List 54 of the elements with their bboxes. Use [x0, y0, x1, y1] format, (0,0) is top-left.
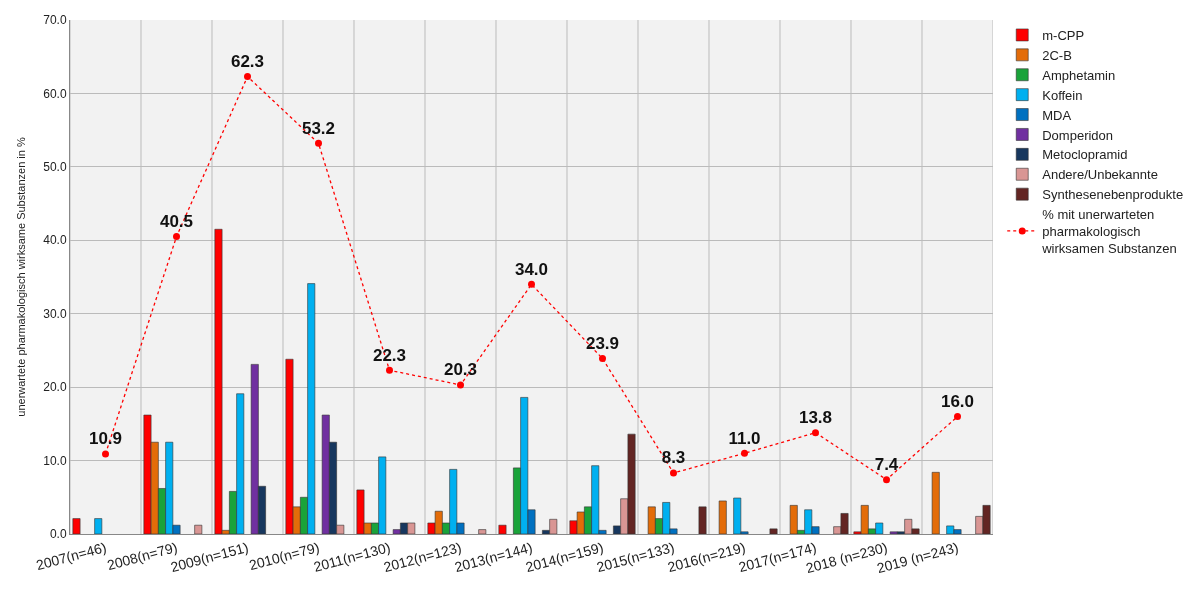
y-tick-label: 40.0 — [43, 233, 67, 248]
y-axis-title: unerwartete pharmakologisch wirksame Substanzen in % — [14, 137, 27, 417]
bar — [498, 524, 507, 534]
point — [528, 280, 535, 288]
legend-label: % mit unerwarteten pharmakologisch wirksamen Substanzen — [1041, 207, 1177, 256]
point — [670, 469, 677, 477]
legend-label: Koffein — [1042, 87, 1083, 103]
point — [599, 355, 606, 363]
legend-label: 2C-B — [1042, 47, 1072, 63]
y-tick-label: 60.0 — [43, 86, 67, 101]
point — [244, 73, 251, 81]
y-tick-label: 70.0 — [43, 13, 67, 28]
data-label: 22.3 — [372, 345, 407, 365]
data-label: 10.9 — [88, 429, 123, 449]
data-label: 40.5 — [159, 211, 194, 231]
data-label: 23.9 — [585, 333, 620, 353]
bar — [72, 518, 81, 534]
y-tick-label: 50.0 — [43, 160, 67, 175]
data-label: 34.0 — [514, 259, 549, 279]
data-label: 7.4 — [874, 455, 899, 475]
y-tick-label: 0.0 — [49, 527, 67, 542]
data-label: 53.2 — [301, 118, 336, 138]
point — [102, 450, 109, 458]
point — [457, 381, 464, 389]
point — [173, 233, 180, 241]
bar — [194, 524, 203, 534]
bar — [478, 529, 487, 534]
legend-label: Metoclopramid — [1042, 147, 1128, 163]
point — [386, 366, 393, 374]
bar — [718, 500, 727, 534]
data-label: 16.0 — [940, 391, 975, 411]
legend-label: MDA — [1042, 107, 1072, 123]
bar — [931, 472, 940, 534]
data-label: 8.3 — [661, 448, 686, 468]
point — [883, 476, 890, 484]
bar — [94, 518, 103, 534]
point — [954, 413, 961, 421]
y-tick-label: 30.0 — [43, 306, 67, 321]
legend-label: Domperidon — [1042, 127, 1114, 143]
y-tick-label: 10.0 — [43, 453, 67, 468]
bar — [698, 506, 707, 534]
legend-label: m-CPP — [1042, 28, 1085, 44]
data-label: 20.3 — [443, 360, 478, 380]
legend-label: Andere/Unbekannte — [1042, 167, 1158, 183]
data-label: 11.0 — [728, 428, 761, 448]
bar — [769, 528, 778, 534]
legend-label: Synthesenebenprodukte — [1042, 187, 1184, 203]
data-label: 13.8 — [798, 408, 833, 428]
point — [812, 429, 819, 437]
legend-label: Amphetamin — [1042, 67, 1116, 83]
point — [315, 139, 322, 147]
data-label: 62.3 — [230, 51, 265, 71]
y-tick-label: 20.0 — [43, 380, 67, 395]
point — [741, 449, 748, 457]
